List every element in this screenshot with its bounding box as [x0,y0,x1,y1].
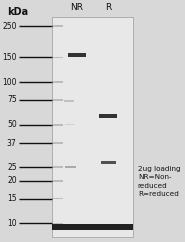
Bar [53,25,63,27]
Bar [68,53,85,57]
Bar [52,224,133,230]
Text: 100: 100 [2,78,17,87]
Bar [64,100,74,102]
Text: 15: 15 [7,194,17,203]
Bar [53,57,63,58]
Text: 37: 37 [7,139,17,148]
Bar [53,223,63,224]
Text: 75: 75 [7,95,17,104]
Text: 50: 50 [7,120,17,129]
Text: 2ug loading
NR=Non-
reduced
R=reduced: 2ug loading NR=Non- reduced R=reduced [138,166,180,197]
Bar [65,124,74,126]
Bar [53,99,63,101]
Text: R: R [105,3,111,12]
Bar [53,81,63,83]
Bar [53,124,63,126]
Text: 150: 150 [2,53,17,62]
Text: 25: 25 [7,163,17,172]
Text: 20: 20 [7,176,17,185]
Text: NR: NR [70,3,83,12]
Text: kDa: kDa [7,7,28,17]
Bar [100,114,117,118]
Bar [52,17,133,237]
Text: 10: 10 [7,219,17,228]
Bar [53,166,63,168]
Bar [53,180,63,182]
Text: 250: 250 [2,22,17,30]
Bar [101,161,116,164]
Bar [65,166,76,168]
Bar [53,142,63,144]
Bar [53,198,63,199]
